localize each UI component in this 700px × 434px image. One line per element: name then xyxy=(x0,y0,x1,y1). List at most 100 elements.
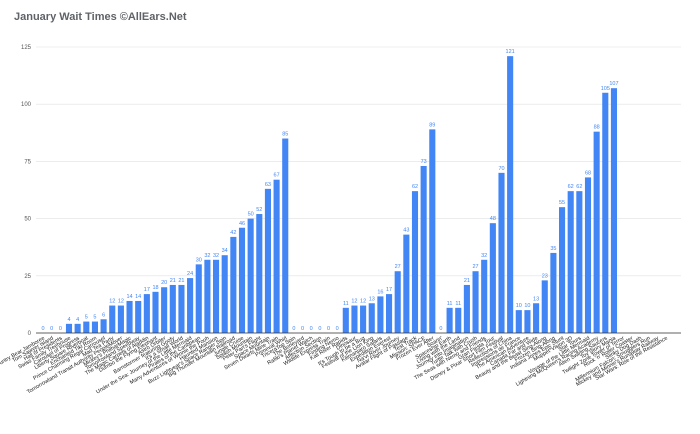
y-tick-label: 75 xyxy=(24,159,31,165)
data-label: 21 xyxy=(178,278,184,284)
bar xyxy=(178,284,185,333)
data-label: 11 xyxy=(447,301,453,307)
data-label: 27 xyxy=(395,264,401,270)
data-label: 32 xyxy=(204,253,210,259)
data-label: 24 xyxy=(187,271,193,277)
data-label: 17 xyxy=(386,287,392,293)
bar xyxy=(238,227,246,333)
data-label: 107 xyxy=(609,81,618,87)
data-label: 0 xyxy=(301,326,304,332)
bar xyxy=(65,323,73,333)
bar xyxy=(117,305,124,333)
y-tick-label: 125 xyxy=(21,45,32,51)
bar xyxy=(169,284,176,333)
data-label: 67 xyxy=(274,173,280,179)
bar xyxy=(559,207,566,333)
data-label: 13 xyxy=(533,296,539,302)
bar xyxy=(256,214,263,333)
bar xyxy=(152,291,159,333)
bar xyxy=(386,294,393,333)
bar xyxy=(187,278,194,333)
data-label: 0 xyxy=(50,326,53,332)
bar xyxy=(126,300,133,333)
data-label: 21 xyxy=(170,278,176,284)
data-label: 89 xyxy=(429,122,435,128)
bar xyxy=(83,321,90,333)
data-label: 11 xyxy=(455,301,461,307)
bar xyxy=(593,131,600,333)
data-label: 0 xyxy=(336,326,339,332)
bar xyxy=(567,191,574,333)
bar xyxy=(91,321,98,333)
bar xyxy=(610,88,617,334)
bar xyxy=(195,264,202,333)
data-label: 46 xyxy=(239,221,245,227)
y-tick-label: 0 xyxy=(28,331,32,337)
data-label: 5 xyxy=(93,315,96,321)
bar xyxy=(100,319,107,333)
bar xyxy=(143,294,150,333)
bar xyxy=(550,252,557,333)
y-tick-label: 50 xyxy=(24,217,31,223)
data-label: 20 xyxy=(161,280,167,286)
data-label: 4 xyxy=(76,317,79,323)
bar xyxy=(273,179,280,333)
bar xyxy=(463,284,470,333)
data-label: 73 xyxy=(421,159,427,165)
data-label: 6 xyxy=(102,312,105,318)
data-label: 16 xyxy=(377,289,383,295)
bar xyxy=(489,223,496,333)
data-label: 121 xyxy=(506,49,515,55)
bar xyxy=(135,300,142,333)
data-label: 88 xyxy=(594,125,600,131)
bar xyxy=(221,255,228,333)
data-label: 43 xyxy=(403,228,409,234)
bar xyxy=(420,165,427,333)
bar xyxy=(264,188,271,333)
data-label: 35 xyxy=(550,246,556,252)
bar xyxy=(411,191,419,333)
data-label: 17 xyxy=(144,287,150,293)
data-label: 0 xyxy=(327,326,330,332)
data-label: 70 xyxy=(498,166,504,172)
data-label: 21 xyxy=(464,278,470,284)
data-label: 42 xyxy=(230,230,236,236)
data-label: 34 xyxy=(222,248,228,254)
bar xyxy=(498,172,505,333)
data-label: 0 xyxy=(439,326,442,332)
data-label: 4 xyxy=(67,317,70,323)
bar xyxy=(282,138,289,333)
gridlines xyxy=(36,46,681,334)
data-label: 0 xyxy=(292,326,295,332)
bar xyxy=(515,310,522,333)
data-label: 0 xyxy=(318,326,321,332)
bar xyxy=(109,305,116,333)
bar xyxy=(576,191,583,333)
data-label: 62 xyxy=(568,184,574,190)
data-label: 50 xyxy=(248,212,254,218)
bar xyxy=(507,56,514,333)
data-label: 10 xyxy=(524,303,530,309)
bar xyxy=(74,323,81,333)
bar xyxy=(161,287,168,333)
data-label: 105 xyxy=(601,86,610,92)
data-label: 12 xyxy=(109,299,115,305)
data-label: 0 xyxy=(42,326,45,332)
bar xyxy=(541,280,548,333)
bar xyxy=(524,310,531,333)
data-label: 32 xyxy=(481,253,487,259)
bar xyxy=(455,307,462,333)
data-label: 23 xyxy=(542,273,548,279)
data-label: 13 xyxy=(369,296,375,302)
data-label: 62 xyxy=(576,184,582,190)
y-tick-label: 25 xyxy=(24,274,31,280)
bar xyxy=(481,259,488,333)
data-label: 68 xyxy=(585,170,591,176)
bar xyxy=(403,234,410,333)
data-label: 85 xyxy=(282,132,288,138)
y-axis-ticks: 0 25 50 75 100 125 xyxy=(21,45,32,337)
bar xyxy=(368,303,375,333)
data-label: 62 xyxy=(412,184,418,190)
